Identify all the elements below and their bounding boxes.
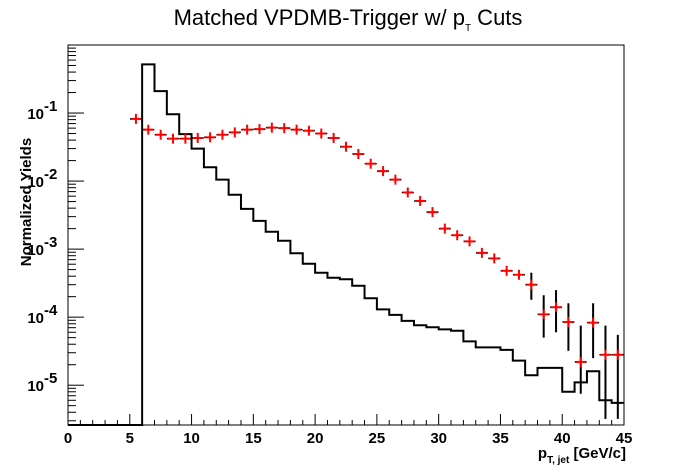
x-tick-label: 15 <box>245 430 262 447</box>
x-tick-label: 5 <box>126 430 134 447</box>
x-tick-label: 40 <box>554 430 571 447</box>
y-tick-exponent: -2 <box>44 166 57 183</box>
data-point <box>426 207 439 218</box>
plot-frame <box>67 44 625 426</box>
data-point <box>315 128 328 139</box>
data-point <box>562 303 575 351</box>
data-point <box>414 195 427 206</box>
data-point <box>587 303 600 359</box>
data-point <box>216 129 229 140</box>
histogram-line <box>68 63 624 426</box>
chart-title: Matched VPDMB-Trigger w/ pT Cuts <box>174 5 523 34</box>
data-point <box>265 122 278 133</box>
data-point <box>389 174 402 185</box>
x-tick-label: 25 <box>369 430 386 447</box>
x-tick-label: 35 <box>492 430 509 447</box>
data-point <box>500 265 513 276</box>
data-point <box>253 124 266 135</box>
x-axis-title: pT, jet [GeV/c] <box>538 445 626 466</box>
y-tick-label: 10 <box>27 174 44 191</box>
data-point <box>278 123 291 134</box>
data-point <box>377 166 390 177</box>
data-point <box>599 325 612 419</box>
y-tick-label: 10 <box>27 310 44 327</box>
data-point <box>191 132 204 143</box>
y-tick-exponent: -4 <box>44 302 58 319</box>
data-point <box>537 295 550 338</box>
data-point <box>241 124 254 135</box>
x-tick-label: 20 <box>307 430 324 447</box>
plot-area <box>68 63 624 426</box>
y-tick-label: 10 <box>27 242 44 259</box>
data-point <box>179 133 192 144</box>
y-tick-exponent: -3 <box>44 234 57 251</box>
data-point <box>340 141 352 152</box>
x-tick-label: 30 <box>430 430 447 447</box>
data-point <box>463 236 476 247</box>
y-tick-label: 10 <box>27 378 44 395</box>
x-axis: 0 5 10 15 20 25 30 35 40 45 <box>64 414 633 447</box>
data-point <box>327 132 340 143</box>
data-point <box>401 187 414 198</box>
x-tick-label: 45 <box>616 430 633 447</box>
x-tick-label: 10 <box>183 430 200 447</box>
y-tick-exponent: -5 <box>44 370 57 387</box>
y-axis: 10-510-410-310-210-1 <box>27 44 84 422</box>
data-point <box>475 247 488 258</box>
data-point <box>352 149 365 160</box>
data-point <box>525 272 538 300</box>
data-point <box>228 127 241 138</box>
y-tick-label: 10 <box>27 106 44 123</box>
data-point <box>129 113 142 124</box>
y-axis-title: Normalized Yields <box>18 138 35 266</box>
data-point <box>302 125 315 136</box>
x-tick-label: 0 <box>64 430 72 447</box>
data-point <box>364 158 377 169</box>
data-point <box>451 230 464 241</box>
y-tick-exponent: -1 <box>44 98 57 115</box>
data-point <box>167 133 180 144</box>
data-point <box>574 325 587 394</box>
data-point <box>204 132 217 143</box>
data-point <box>290 124 303 135</box>
data-point <box>550 290 563 333</box>
data-point <box>488 253 501 264</box>
data-point <box>438 223 451 234</box>
data-point <box>611 334 624 419</box>
data-point <box>154 129 167 140</box>
data-point <box>142 124 155 135</box>
data-point <box>512 269 525 280</box>
